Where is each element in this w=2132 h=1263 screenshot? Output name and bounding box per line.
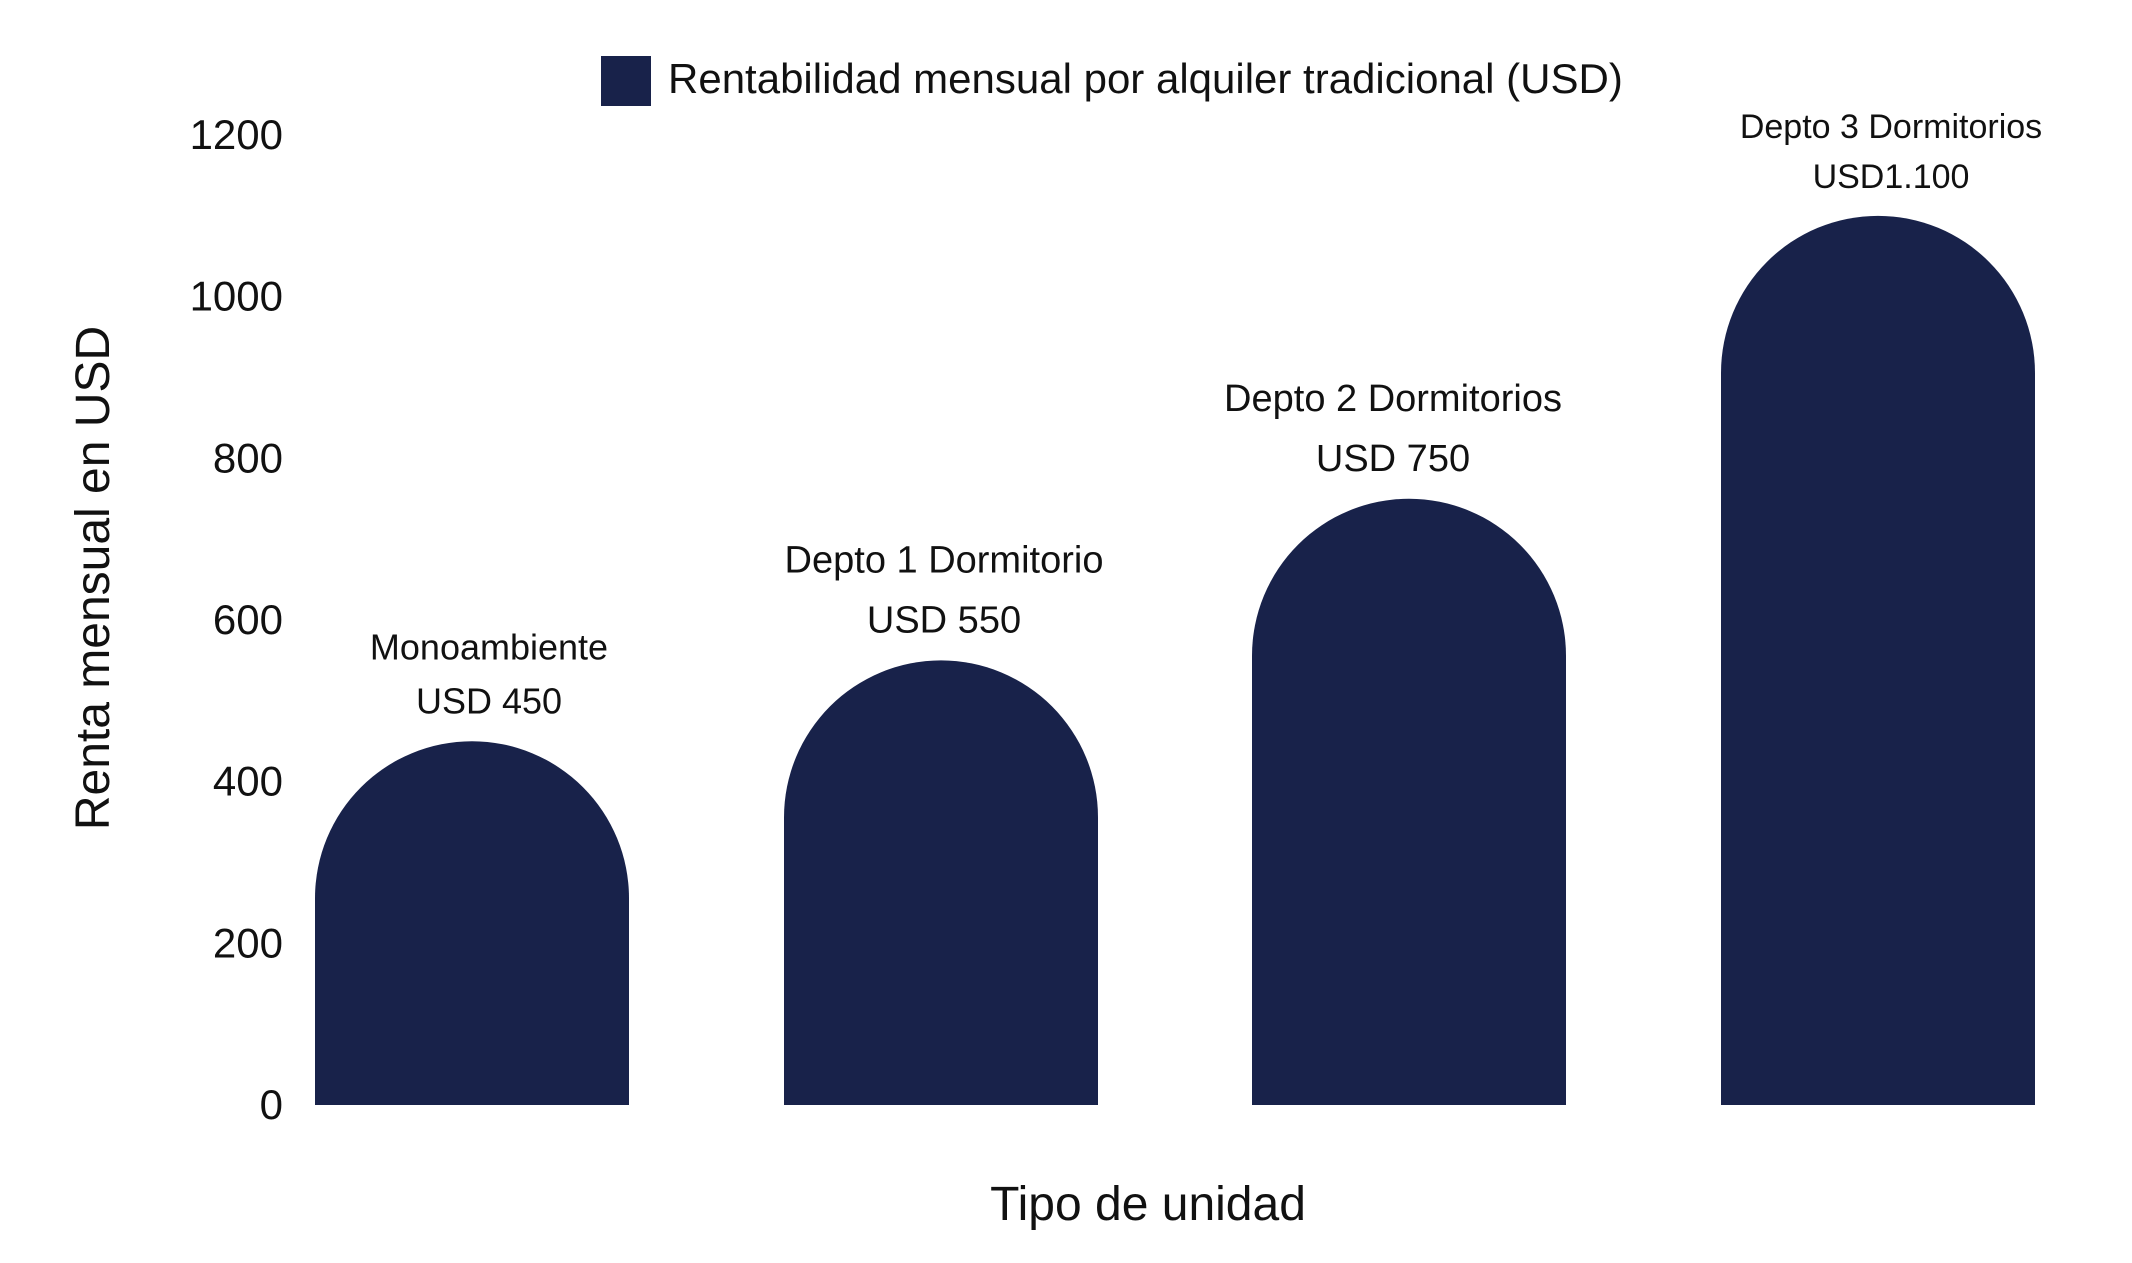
- y-tick-label: 800: [213, 434, 283, 481]
- y-tick-label: 1000: [190, 273, 283, 320]
- legend-label: Rentabilidad mensual por alquiler tradic…: [668, 55, 1623, 102]
- y-tick-label: 600: [213, 596, 283, 643]
- bar: [1721, 215, 2035, 1105]
- bar: [784, 660, 1098, 1105]
- legend-swatch: [601, 56, 651, 106]
- y-axis-label: Renta mensual en USD: [67, 326, 120, 830]
- y-tick-label: 400: [213, 758, 283, 805]
- bar-value-label: USD1.100: [1813, 158, 1970, 196]
- y-tick-label: 0: [260, 1081, 283, 1128]
- bars: [315, 215, 2035, 1105]
- bar: [1252, 498, 1566, 1105]
- y-tick-label: 1200: [190, 111, 283, 158]
- bar-value-label: USD 550: [867, 599, 1021, 641]
- bar-category-label: Monoambiente: [370, 626, 608, 667]
- bar-category-label: Depto 1 Dormitorio: [785, 539, 1104, 581]
- bar-value-label: USD 450: [416, 680, 562, 721]
- bar-category-label: Depto 3 Dormitorios: [1740, 108, 2042, 146]
- bar-value-label: USD 750: [1316, 438, 1470, 480]
- y-axis-ticks: 0 200 400 600 800 1000 1200: [190, 111, 283, 1128]
- x-axis-label: Tipo de unidad: [990, 1178, 1306, 1231]
- y-tick-label: 200: [213, 919, 283, 966]
- bar-data-labels: Monoambiente USD 450 Depto 1 Dormitorio USD…: [370, 108, 2042, 721]
- legend: Rentabilidad mensual por alquiler tradic…: [601, 55, 1623, 106]
- bar: [315, 741, 629, 1105]
- bar-category-label: Depto 2 Dormitorios: [1224, 378, 1562, 420]
